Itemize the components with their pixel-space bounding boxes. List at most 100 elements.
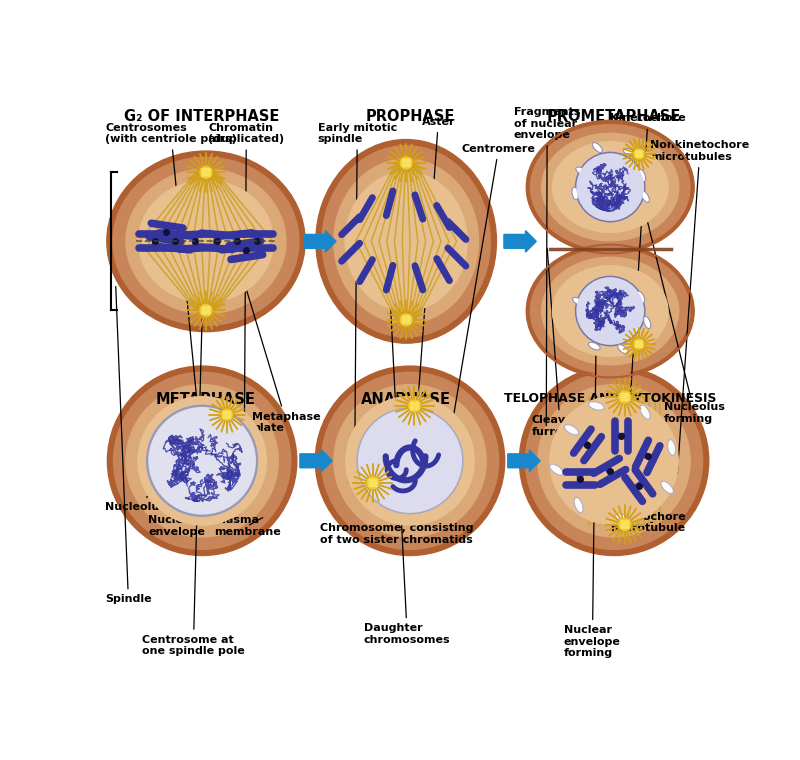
FancyBboxPatch shape: [202, 169, 206, 176]
Text: Centromere: Centromere: [443, 144, 535, 480]
Ellipse shape: [538, 385, 690, 537]
Circle shape: [577, 278, 643, 344]
Ellipse shape: [550, 464, 563, 475]
Ellipse shape: [542, 258, 678, 365]
Text: TELOPHASE AND CYTOKINESIS: TELOPHASE AND CYTOKINESIS: [504, 391, 716, 404]
Ellipse shape: [574, 498, 583, 513]
Ellipse shape: [553, 266, 668, 356]
Ellipse shape: [315, 366, 505, 556]
Text: Cleavage
furrow: Cleavage furrow: [532, 249, 589, 437]
Ellipse shape: [519, 366, 709, 556]
Circle shape: [577, 154, 643, 220]
Ellipse shape: [553, 142, 668, 233]
Circle shape: [358, 410, 462, 512]
Text: Centrosomes
(with centriole pairs): Centrosomes (with centriole pairs): [105, 123, 237, 412]
FancyArrow shape: [300, 450, 332, 471]
FancyBboxPatch shape: [223, 411, 226, 418]
FancyBboxPatch shape: [402, 159, 406, 166]
Circle shape: [200, 305, 212, 316]
Ellipse shape: [114, 372, 290, 549]
Ellipse shape: [542, 133, 678, 241]
FancyBboxPatch shape: [369, 480, 373, 486]
Circle shape: [575, 152, 645, 222]
Text: METAPHASE: METAPHASE: [156, 391, 256, 407]
Text: Fragments
of nuclear
envelope: Fragments of nuclear envelope: [514, 107, 580, 426]
Text: Aster: Aster: [418, 117, 455, 403]
FancyBboxPatch shape: [407, 316, 410, 324]
Ellipse shape: [530, 125, 690, 249]
Ellipse shape: [573, 297, 584, 306]
Ellipse shape: [550, 397, 678, 525]
FancyArrow shape: [508, 450, 540, 471]
Circle shape: [400, 314, 412, 326]
Circle shape: [634, 149, 644, 159]
Circle shape: [618, 518, 630, 530]
Text: Plasma
membrane: Plasma membrane: [214, 515, 281, 537]
Text: Metaphase
plate: Metaphase plate: [230, 235, 321, 433]
Text: Chromosome, consisting
of two sister chromatids: Chromosome, consisting of two sister chr…: [320, 516, 474, 545]
Ellipse shape: [107, 366, 297, 556]
Text: Kinetochore
microtubule: Kinetochore microtubule: [610, 511, 686, 534]
FancyBboxPatch shape: [621, 521, 624, 528]
Ellipse shape: [126, 169, 286, 314]
Ellipse shape: [322, 372, 498, 549]
Text: G₂ OF INTERPHASE: G₂ OF INTERPHASE: [125, 109, 280, 124]
FancyArrow shape: [304, 230, 336, 252]
Ellipse shape: [138, 397, 266, 525]
Ellipse shape: [618, 344, 628, 354]
Circle shape: [409, 400, 420, 412]
Ellipse shape: [615, 514, 630, 523]
Circle shape: [222, 410, 232, 420]
FancyBboxPatch shape: [621, 394, 624, 401]
Circle shape: [400, 157, 412, 169]
Text: PROMETAPHASE: PROMETAPHASE: [547, 109, 682, 124]
Circle shape: [367, 477, 378, 489]
Ellipse shape: [530, 249, 690, 373]
Ellipse shape: [638, 169, 646, 182]
FancyBboxPatch shape: [374, 480, 377, 486]
Ellipse shape: [107, 151, 305, 331]
FancyBboxPatch shape: [227, 411, 230, 418]
Text: Chromatin
(duplicated): Chromatin (duplicated): [208, 123, 284, 413]
Text: Early mitotic
spindle: Early mitotic spindle: [318, 123, 397, 481]
Text: Nuclear
envelope: Nuclear envelope: [148, 512, 211, 537]
Ellipse shape: [138, 180, 274, 302]
Text: Nucleolus
forming: Nucleolus forming: [640, 192, 725, 424]
Circle shape: [575, 277, 645, 346]
Text: Nucleolus: Nucleolus: [105, 474, 173, 512]
FancyArrow shape: [504, 230, 536, 252]
Text: Kinetochore: Kinetochore: [610, 113, 686, 433]
Ellipse shape: [345, 172, 467, 311]
FancyBboxPatch shape: [410, 402, 414, 410]
Ellipse shape: [588, 342, 600, 350]
Ellipse shape: [113, 157, 299, 325]
FancyBboxPatch shape: [202, 306, 206, 314]
Text: Spindle: Spindle: [105, 287, 152, 604]
Ellipse shape: [346, 397, 474, 525]
Text: ANAPHASE: ANAPHASE: [361, 391, 451, 407]
Ellipse shape: [623, 148, 635, 156]
FancyBboxPatch shape: [402, 316, 406, 324]
FancyBboxPatch shape: [206, 306, 210, 314]
Circle shape: [149, 407, 255, 514]
Text: Nuclear
envelope
forming: Nuclear envelope forming: [564, 320, 621, 658]
Circle shape: [146, 405, 258, 516]
Ellipse shape: [126, 385, 278, 537]
Circle shape: [618, 391, 630, 403]
Text: Nonkinetochore
microtubules: Nonkinetochore microtubules: [650, 141, 750, 473]
Text: Centrosome at
one spindle pole: Centrosome at one spindle pole: [142, 319, 245, 657]
FancyBboxPatch shape: [206, 169, 210, 176]
FancyBboxPatch shape: [639, 150, 642, 157]
Ellipse shape: [589, 402, 604, 410]
Ellipse shape: [643, 316, 650, 328]
Ellipse shape: [637, 291, 645, 303]
FancyBboxPatch shape: [415, 402, 418, 410]
Ellipse shape: [526, 245, 694, 378]
Ellipse shape: [322, 146, 490, 337]
Ellipse shape: [593, 143, 602, 153]
Text: PROPHASE: PROPHASE: [366, 109, 454, 124]
Circle shape: [357, 408, 463, 514]
Circle shape: [634, 339, 644, 349]
Ellipse shape: [316, 140, 497, 344]
Ellipse shape: [334, 159, 478, 324]
